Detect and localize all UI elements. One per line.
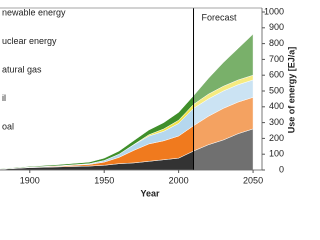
y-tick-label: 600 (269, 70, 284, 80)
x-axis-title: Year (140, 188, 160, 198)
y-tick-label: 500 (269, 85, 284, 95)
x-tick-label: 1950 (94, 175, 114, 185)
legend-label: newable energy (2, 7, 66, 17)
y-tick-label: 800 (269, 38, 284, 48)
forecast-shade (193, 8, 262, 170)
x-tick-label: 2000 (169, 175, 189, 185)
y-tick-label: 400 (269, 101, 284, 111)
x-tick-label: 2050 (243, 175, 263, 185)
y-tick-label: 1000 (264, 6, 284, 16)
area (0, 33, 254, 170)
y-tick-label: 0 (279, 164, 284, 174)
legend-label: uclear energy (2, 36, 57, 46)
legend-label: il (2, 93, 6, 103)
legend-label: oal (2, 121, 14, 131)
y-tick-label: 200 (269, 133, 284, 143)
y-axis-title: Use of energy [EJ/a] (286, 47, 296, 134)
chart: Year Use of energy [EJ/a] Forecast 1900 19… (0, 6, 296, 198)
y-tick-label: 900 (269, 22, 284, 32)
plot-area (0, 8, 262, 170)
y-tick-label: 100 (269, 149, 284, 159)
x-tick-label: 1900 (20, 175, 40, 185)
legend-label: atural gas (2, 64, 42, 74)
y-tick-label: 300 (269, 117, 284, 127)
y-tick-label: 700 (269, 54, 284, 64)
forecast-label: Forecast (202, 12, 238, 22)
